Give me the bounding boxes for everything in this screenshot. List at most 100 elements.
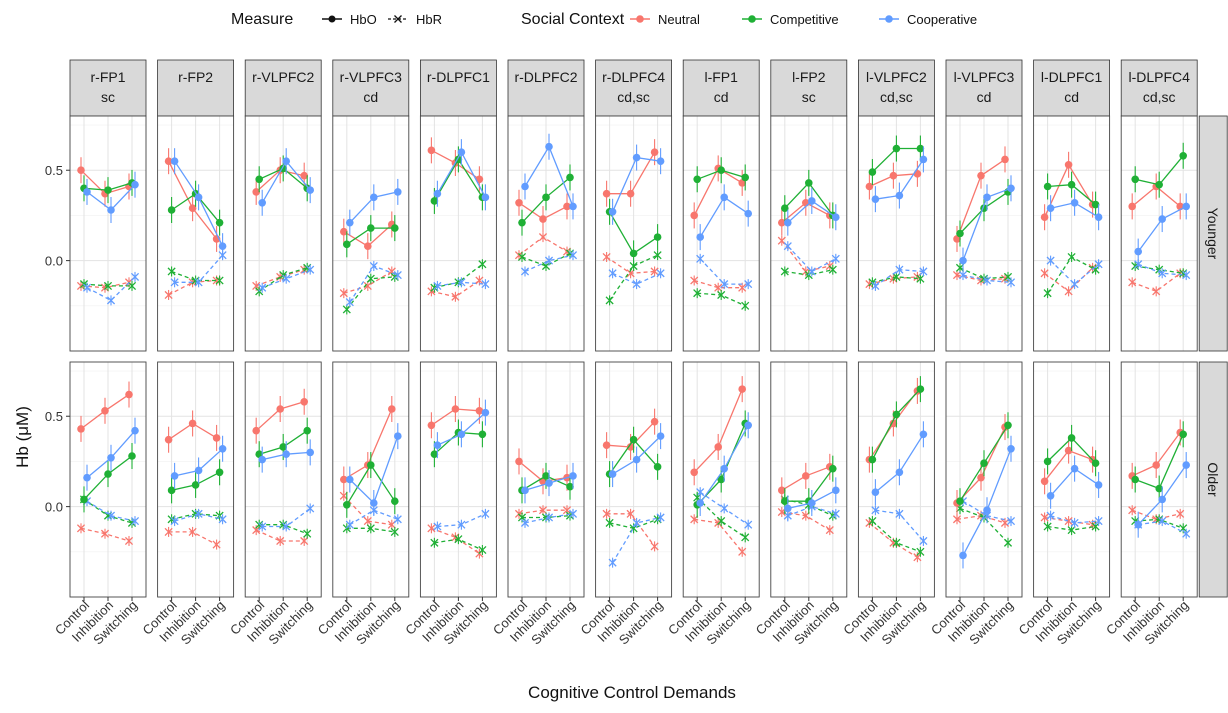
data-point — [252, 526, 261, 535]
data-point — [832, 213, 840, 222]
data-point — [1094, 260, 1103, 269]
data-point — [1004, 421, 1012, 430]
data-point — [1067, 526, 1076, 535]
data-point — [391, 224, 399, 232]
data-point — [306, 265, 315, 274]
data-point — [741, 173, 749, 182]
series-hbr-neutral — [602, 508, 659, 552]
panel-border — [1120, 115, 1198, 352]
data-point — [892, 272, 901, 281]
data-point — [433, 189, 442, 198]
data-point — [831, 254, 840, 263]
data-point — [427, 421, 436, 430]
series-hbr-cooperative — [258, 264, 315, 293]
data-point — [889, 171, 898, 180]
series-line — [787, 245, 837, 273]
data-point — [83, 473, 91, 482]
data-point — [1070, 464, 1079, 473]
data-point — [517, 252, 527, 262]
data-point — [1003, 272, 1013, 281]
series-hbo-competitive — [1131, 142, 1187, 198]
data-point — [515, 457, 523, 466]
data-point — [218, 242, 227, 250]
facet-strip — [157, 59, 235, 117]
data-point — [212, 434, 221, 442]
series-line — [612, 272, 661, 285]
data-point — [427, 524, 436, 533]
data-point — [366, 524, 375, 533]
legend-neutral-marker — [636, 15, 644, 23]
series-hbr-cooperative — [696, 253, 753, 290]
data-point — [977, 171, 985, 180]
data-point — [370, 499, 378, 507]
series-hbo-cooperative — [258, 439, 315, 473]
data-point — [717, 290, 726, 300]
data-point — [1131, 175, 1139, 184]
data-point — [566, 173, 574, 182]
data-point — [871, 488, 880, 496]
data-point — [802, 472, 810, 480]
panel-older — [332, 361, 410, 598]
data-point — [980, 459, 988, 468]
data-point — [783, 242, 792, 251]
y-axis-label: Hb (μM) — [13, 406, 32, 468]
series-hbo-cooperative — [521, 462, 577, 504]
data-point — [1179, 430, 1187, 439]
series-hbr-cooperative — [871, 505, 928, 546]
series-line — [174, 513, 223, 522]
data-point — [1040, 213, 1049, 222]
data-point — [279, 443, 288, 451]
data-point — [343, 501, 351, 509]
data-point — [478, 260, 487, 269]
legend-context-title: Social Context — [521, 11, 625, 28]
data-point — [868, 517, 877, 526]
data-point — [744, 520, 753, 529]
row-strips: Younger Older — [1198, 115, 1228, 598]
series-line — [1050, 515, 1099, 524]
series-hbo-competitive — [343, 452, 399, 518]
data-point — [717, 475, 725, 484]
data-point — [952, 515, 962, 524]
series-hbo-cooperative — [696, 184, 752, 251]
data-point — [481, 408, 490, 417]
data-point — [738, 385, 746, 393]
data-point — [457, 430, 466, 439]
data-point — [913, 170, 922, 178]
series-hbr-cooperative — [520, 508, 578, 528]
data-point — [367, 461, 375, 469]
data-point — [212, 540, 221, 549]
series-hbo-neutral — [602, 408, 659, 460]
data-point — [517, 513, 527, 522]
series-hbo-neutral — [690, 376, 746, 486]
data-point — [1043, 182, 1052, 191]
series-hbr-competitive — [255, 519, 312, 539]
series-hbo-cooperative — [784, 477, 840, 522]
series-hbr-neutral — [76, 523, 134, 546]
data-point — [1007, 444, 1015, 453]
series-hbr-competitive — [605, 250, 662, 306]
data-point — [1152, 461, 1160, 469]
data-point — [650, 542, 659, 551]
facet-strip-significance: sc — [101, 89, 115, 105]
data-point — [300, 536, 309, 546]
facet-strip-significance: cd,sc — [1143, 89, 1176, 105]
data-point — [895, 265, 904, 274]
series-hbo-cooperative — [258, 148, 315, 216]
data-point — [106, 296, 116, 305]
panel-younger — [419, 115, 497, 352]
data-point — [191, 509, 200, 518]
facet-strip — [332, 59, 410, 117]
series-hbo-competitive — [167, 459, 224, 504]
data-point — [430, 197, 439, 205]
facet-strip-title: r-VLPFC3 — [340, 69, 402, 85]
data-point — [744, 280, 753, 289]
facet-strip-title: r-VLPFC2 — [252, 69, 314, 85]
series-hbo-cooperative — [608, 144, 665, 225]
data-point — [388, 405, 396, 413]
series-line — [959, 267, 1009, 280]
